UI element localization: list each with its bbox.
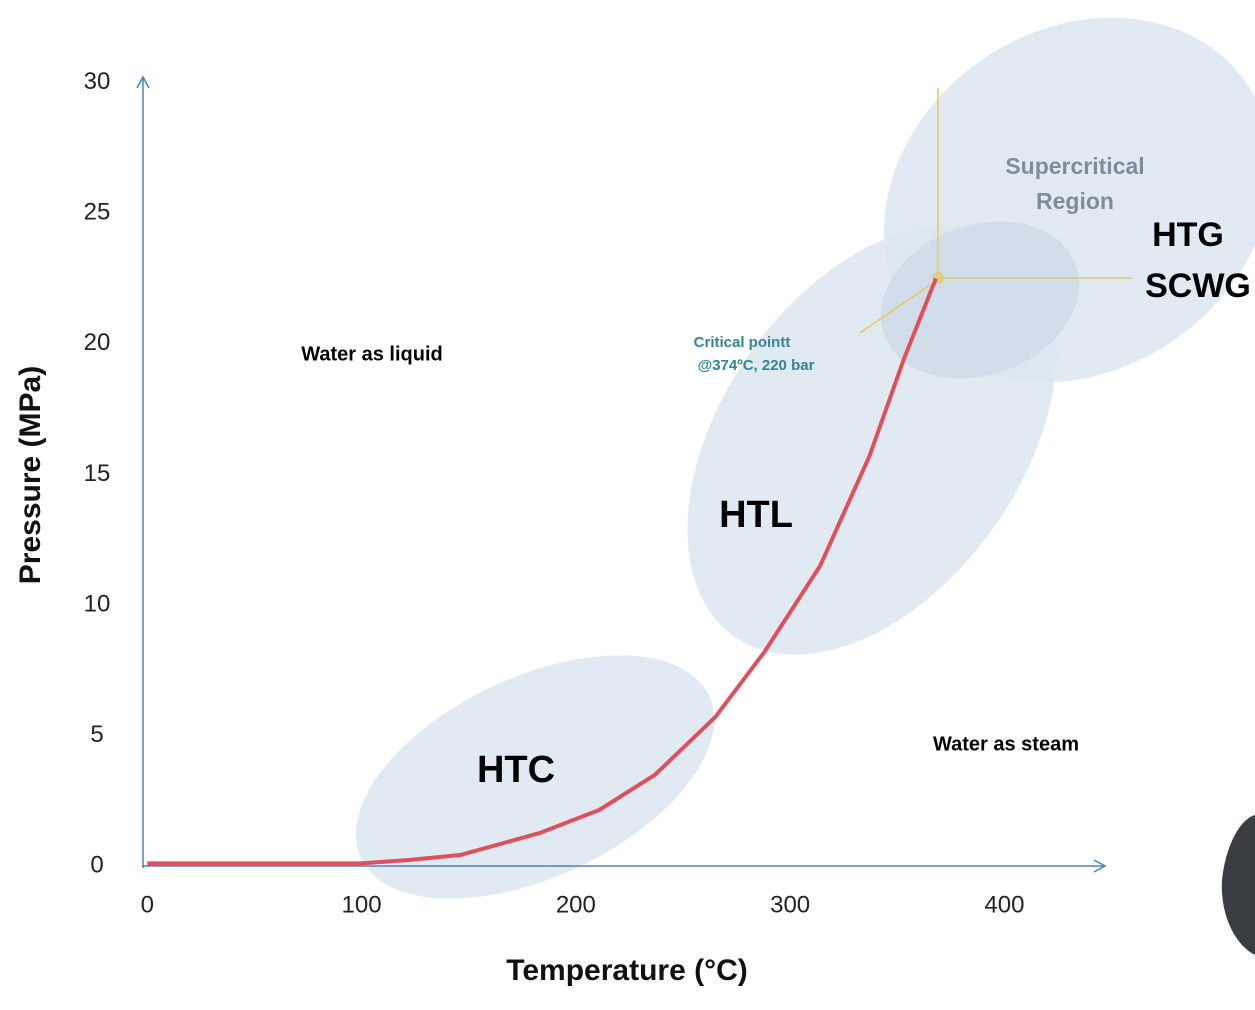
data-line bbox=[147, 277, 938, 866]
htc-region bbox=[355, 655, 715, 899]
region-label: Region bbox=[1036, 188, 1114, 214]
y-tick-label: 20 bbox=[84, 329, 111, 356]
water-steam-label: Water as steam bbox=[933, 733, 1079, 755]
y-tick-label: 25 bbox=[84, 199, 111, 226]
x-tick-label: 200 bbox=[556, 891, 596, 918]
critical-point-label: Critical pointt bbox=[694, 334, 791, 351]
regions bbox=[355, 17, 1255, 899]
y-tick-label: 5 bbox=[90, 721, 103, 748]
process-label: HTL bbox=[719, 494, 793, 536]
process-label: HTC bbox=[477, 749, 555, 791]
y-tick-label: 0 bbox=[90, 851, 103, 878]
x-tick-label: 100 bbox=[342, 891, 382, 918]
process-label: HTG bbox=[1152, 216, 1224, 254]
htg-region bbox=[880, 221, 1080, 379]
x-tick-label: 0 bbox=[141, 891, 154, 918]
process-label: SCWG bbox=[1145, 267, 1251, 305]
x-axis-title: Temperature (°C) bbox=[506, 954, 747, 987]
critical-point-label: @374ºC, 220 bar bbox=[698, 357, 815, 374]
critical-lines bbox=[859, 88, 1132, 334]
water-liquid-label: Water as liquid bbox=[301, 343, 443, 365]
x-tick-label: 300 bbox=[770, 891, 810, 918]
y-tick-label: 15 bbox=[84, 460, 111, 487]
x-tick-label: 400 bbox=[984, 891, 1024, 918]
critical-pointer bbox=[859, 284, 931, 334]
y-axis-title: Pressure (MPa) bbox=[14, 366, 47, 584]
region-label: Supercritical bbox=[1005, 153, 1144, 179]
y-tick-label: 30 bbox=[84, 68, 111, 95]
y-tick-label: 10 bbox=[84, 590, 111, 617]
sample-image bbox=[1221, 815, 1255, 955]
